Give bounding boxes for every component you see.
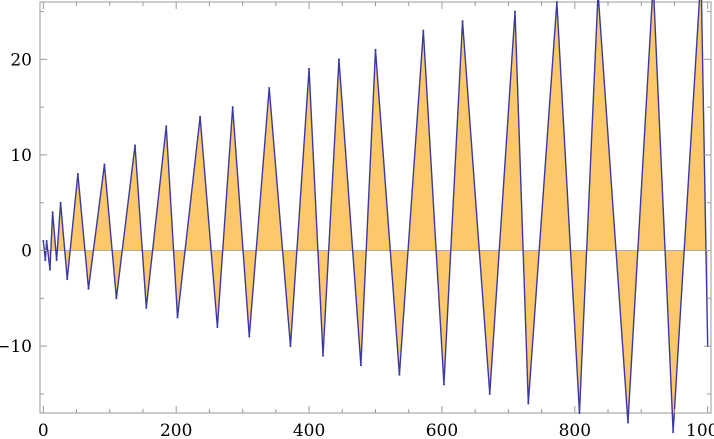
data-point <box>359 364 362 367</box>
series-0-line <box>42 0 709 433</box>
data-point <box>488 392 491 395</box>
data-point <box>176 316 179 319</box>
data-point <box>199 115 202 118</box>
tick-label: 200 <box>160 421 192 439</box>
tick-label: 600 <box>426 421 458 439</box>
data-point <box>308 67 311 70</box>
data-point <box>103 163 106 166</box>
tick-labels: 0 200 400 600 800 1000 −10 0 10 20 <box>0 50 714 439</box>
data-point <box>578 412 581 414</box>
tick-label: 0 <box>21 242 32 262</box>
data-point <box>672 431 675 434</box>
data-point <box>322 354 325 357</box>
data-point <box>115 297 118 300</box>
data-point <box>422 29 425 32</box>
data-point <box>442 383 445 386</box>
tick-label: 20 <box>10 50 32 70</box>
data-point <box>134 144 137 147</box>
data-point <box>51 211 54 214</box>
data-point <box>76 173 79 176</box>
data-point <box>289 345 292 348</box>
data-point <box>461 20 464 23</box>
data-point <box>555 1 558 3</box>
series-line-layer <box>42 0 709 434</box>
tick-label: −10 <box>0 337 32 357</box>
data-point <box>48 268 51 271</box>
data-point <box>248 335 251 338</box>
data-point <box>374 48 377 51</box>
tick-label: 800 <box>559 421 591 439</box>
data-point <box>42 239 45 242</box>
tick-label: 0 <box>38 421 49 439</box>
data-point <box>44 259 47 262</box>
tick-marks <box>40 2 711 413</box>
tick-label: 1000 <box>686 421 714 439</box>
data-point <box>66 278 69 281</box>
area-fill-layer <box>43 0 708 433</box>
data-point <box>145 306 148 309</box>
series-0-area <box>43 0 708 433</box>
data-point <box>527 402 530 405</box>
tick-label: 400 <box>293 421 325 439</box>
data-point <box>398 373 401 376</box>
data-point <box>231 106 234 109</box>
data-point <box>514 10 517 13</box>
data-point <box>87 287 90 290</box>
data-point <box>59 201 62 204</box>
data-point <box>337 58 340 61</box>
data-point <box>165 125 168 128</box>
tick-label: 10 <box>10 146 32 166</box>
data-point <box>626 421 629 424</box>
data-point <box>55 259 58 262</box>
data-point <box>268 87 271 90</box>
data-point <box>216 325 219 328</box>
data-point <box>45 239 48 242</box>
